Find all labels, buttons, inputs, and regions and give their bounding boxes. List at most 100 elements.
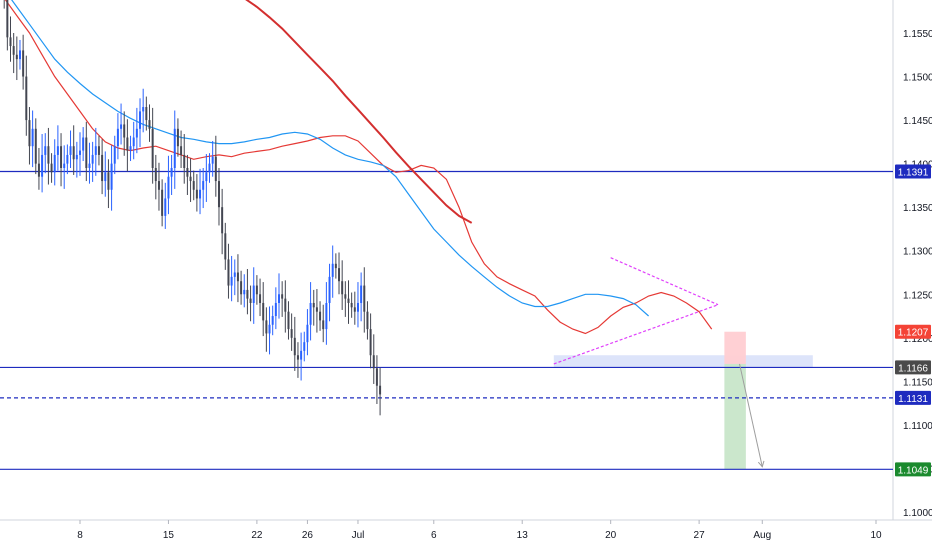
candle (202, 167, 205, 209)
candle (217, 167, 220, 226)
candle-body (331, 263, 334, 277)
candle-body (356, 302, 359, 312)
candle (306, 309, 309, 356)
candle (287, 301, 290, 340)
candle-body (338, 268, 341, 282)
candle (360, 272, 363, 322)
price-label-1.1391: 1.1391 (895, 164, 931, 179)
x-tick-label: 15 (163, 530, 175, 541)
candle (372, 334, 375, 384)
candle (338, 252, 341, 295)
candle-body (88, 163, 91, 168)
candle-body (375, 368, 378, 386)
candle-body (278, 294, 280, 303)
candle-body (296, 355, 299, 360)
candle (176, 118, 179, 157)
candle-body (236, 272, 239, 282)
candle-body (360, 285, 363, 303)
candle (347, 280, 350, 324)
candle (312, 289, 315, 326)
candle-body (315, 307, 318, 312)
candle-body (173, 128, 176, 168)
candle-body (154, 167, 157, 182)
candle-body (56, 146, 59, 155)
y-tick-label: 1.1000 (903, 508, 932, 519)
moving-average-2 (11, 0, 649, 317)
candle (271, 305, 274, 336)
candle (199, 168, 202, 215)
candle (120, 103, 123, 145)
candle (25, 55, 28, 136)
candle-body (208, 163, 211, 173)
candle (208, 153, 211, 183)
candle (246, 269, 249, 315)
candle-body (334, 263, 337, 269)
candle (6, 0, 9, 51)
candle-body (290, 329, 293, 338)
candle-body (12, 46, 15, 55)
candle-body (69, 146, 72, 155)
candle-body (101, 154, 104, 182)
candle (9, 16, 12, 62)
candle-body (227, 259, 230, 286)
candle (151, 107, 154, 184)
candle-body (211, 156, 214, 164)
stop-loss-zone (724, 331, 746, 364)
candle (205, 154, 208, 202)
candle-body (94, 146, 97, 155)
candle-body (113, 146, 116, 164)
candle (252, 267, 255, 324)
candle-body (180, 146, 183, 155)
candle-body (66, 154, 69, 164)
candle (157, 162, 160, 211)
candle (296, 342, 299, 378)
candle-body (230, 276, 233, 286)
candle-body (41, 154, 44, 177)
candle-body (50, 163, 53, 173)
candle (331, 245, 334, 298)
candle (259, 278, 262, 317)
candle-body (47, 146, 50, 164)
y-tick-label: 1.1350 (903, 203, 932, 214)
y-tick-label: 1.1100 (903, 421, 932, 432)
candle (34, 118, 37, 175)
x-tick-label: Jul (352, 530, 365, 541)
candle (274, 287, 277, 330)
candle-body (303, 342, 306, 351)
price-label-text: 1.1131 (898, 394, 928, 405)
candle-body (369, 329, 372, 356)
candle-body (328, 276, 331, 303)
price-label-1.1049: 1.1049 (895, 462, 931, 477)
candle-body (104, 172, 107, 182)
candle-body (31, 128, 34, 147)
candle (293, 316, 296, 371)
candle (173, 110, 176, 189)
candle-body (28, 120, 31, 147)
candle-body (202, 181, 205, 190)
candle-body (72, 146, 75, 160)
candle-body (25, 76, 28, 121)
candle-body (366, 311, 369, 330)
candle (142, 88, 145, 133)
candle (18, 39, 21, 70)
price-label-bg (895, 164, 931, 179)
candle-body (18, 50, 21, 60)
candle (47, 127, 50, 185)
x-tick-label: 22 (251, 530, 263, 541)
candle (236, 254, 239, 303)
candle (72, 125, 75, 175)
candle (309, 282, 312, 341)
candle (265, 307, 268, 352)
take-profit-zone (724, 363, 746, 470)
triangle-lower-line (553, 304, 719, 365)
candle-body (325, 302, 328, 330)
candle-body (142, 107, 145, 112)
candle (101, 139, 104, 195)
candle-body (268, 324, 271, 334)
candle (69, 130, 72, 168)
candle-body (6, 0, 9, 38)
y-tick-label: 1.1500 (903, 73, 932, 84)
price-label-bg (895, 462, 931, 477)
candle-body (243, 289, 246, 295)
